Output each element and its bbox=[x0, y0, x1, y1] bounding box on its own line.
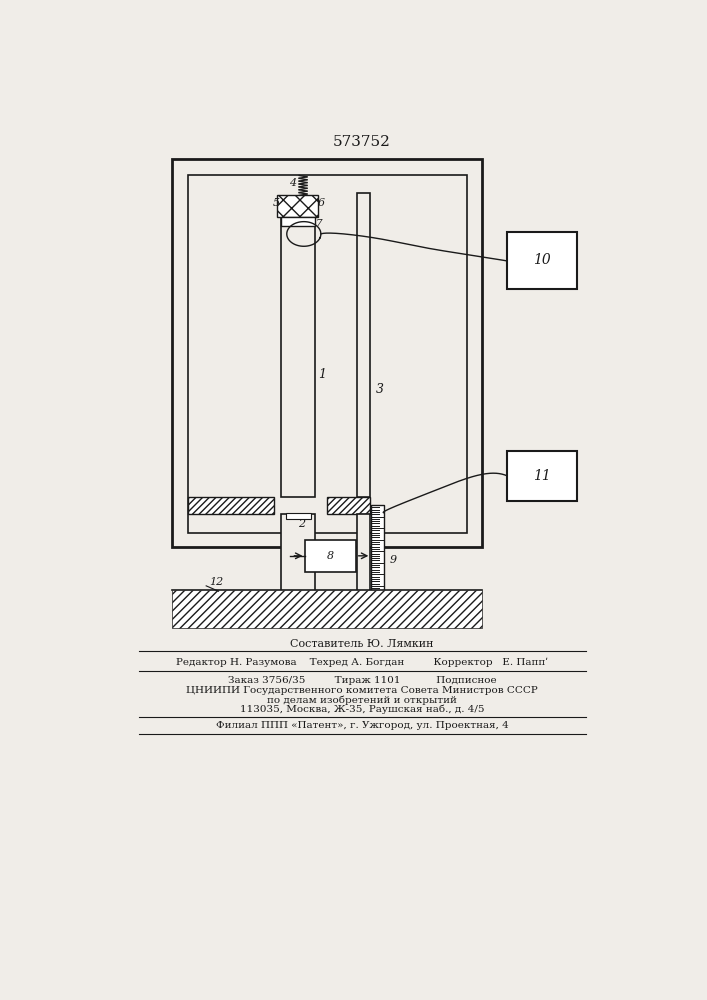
Text: 7: 7 bbox=[316, 219, 322, 228]
Text: 2: 2 bbox=[298, 519, 305, 529]
Bar bbox=[356, 193, 370, 497]
Text: 1: 1 bbox=[318, 368, 327, 381]
Text: 9: 9 bbox=[390, 555, 397, 565]
Text: 8: 8 bbox=[327, 551, 334, 561]
Bar bbox=[277, 195, 317, 217]
Text: 4: 4 bbox=[289, 178, 296, 188]
Text: 11: 11 bbox=[533, 469, 551, 483]
Bar bbox=[327, 497, 370, 514]
Bar bbox=[371, 505, 384, 597]
Text: 10: 10 bbox=[533, 253, 551, 267]
Text: Заказ 3756/35         Тираж 1101           Подписное: Заказ 3756/35 Тираж 1101 Подписное bbox=[228, 676, 496, 685]
Bar bbox=[507, 451, 577, 501]
Bar bbox=[281, 197, 315, 497]
Text: 3: 3 bbox=[376, 383, 384, 396]
Bar bbox=[286, 513, 311, 519]
Bar bbox=[305, 540, 356, 572]
Bar bbox=[281, 217, 315, 226]
Text: Филиал ППП «Патент», г. Ужгород, ул. Проектная, 4: Филиал ППП «Патент», г. Ужгород, ул. Про… bbox=[216, 721, 508, 730]
Text: 113035, Москва, Ж-35, Раушская наб., д. 4/5: 113035, Москва, Ж-35, Раушская наб., д. … bbox=[240, 704, 484, 714]
Bar bbox=[356, 514, 370, 599]
Text: 12: 12 bbox=[209, 577, 223, 587]
Text: Редактор Н. Разумова    Техред А. Богдан         Корректор   Е. Паппʹ: Редактор Н. Разумова Техред А. Богдан Ко… bbox=[176, 657, 548, 667]
Bar bbox=[507, 232, 577, 289]
Bar bbox=[187, 497, 274, 514]
Bar bbox=[172, 590, 482, 628]
Bar bbox=[172, 158, 482, 547]
Text: 573752: 573752 bbox=[333, 135, 391, 149]
Bar bbox=[187, 175, 467, 533]
Bar bbox=[281, 514, 315, 607]
Text: Составитель Ю. Лямкин: Составитель Ю. Лямкин bbox=[290, 639, 433, 649]
Text: ЦНИИПИ Государственного комитета Совета Министров СССР: ЦНИИПИ Государственного комитета Совета … bbox=[186, 686, 538, 695]
Text: 5: 5 bbox=[273, 198, 280, 208]
Text: 6: 6 bbox=[317, 198, 325, 208]
Text: по делам изобретений и открытий: по делам изобретений и открытий bbox=[267, 695, 457, 705]
